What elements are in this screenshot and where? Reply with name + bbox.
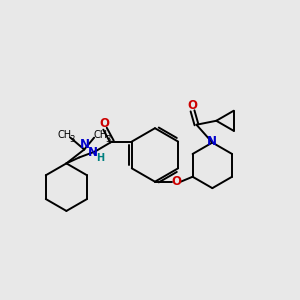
Text: O: O [188, 99, 197, 112]
Text: CH: CH [57, 130, 71, 140]
Text: 3: 3 [70, 135, 75, 144]
Text: CH: CH [93, 130, 107, 140]
Text: O: O [99, 117, 109, 130]
Text: O: O [172, 175, 182, 188]
Text: 3: 3 [105, 135, 111, 144]
Text: N: N [80, 138, 90, 151]
Text: N: N [88, 146, 98, 159]
Text: N: N [207, 135, 217, 148]
Text: H: H [96, 153, 104, 164]
